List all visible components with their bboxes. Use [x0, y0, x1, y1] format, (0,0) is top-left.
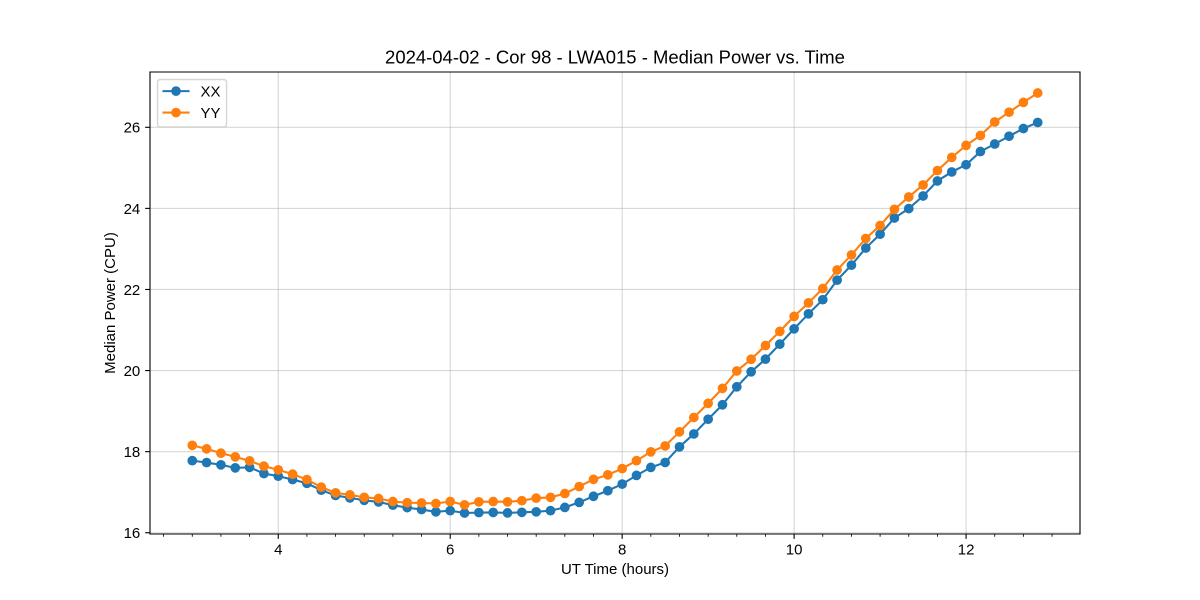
- svg-text:4: 4: [274, 542, 282, 559]
- svg-text:XX: XX: [201, 83, 221, 100]
- svg-text:YY: YY: [201, 105, 221, 122]
- svg-text:10: 10: [786, 542, 803, 559]
- svg-text:UT Time (hours): UT Time (hours): [561, 561, 669, 578]
- svg-text:24: 24: [124, 201, 141, 218]
- svg-text:8: 8: [618, 542, 626, 559]
- svg-text:20: 20: [124, 363, 141, 380]
- svg-text:Median Power (CPU): Median Power (CPU): [102, 232, 119, 374]
- svg-text:22: 22: [124, 282, 141, 299]
- svg-text:26: 26: [124, 120, 141, 137]
- svg-text:12: 12: [958, 542, 975, 559]
- svg-text:18: 18: [124, 444, 141, 461]
- svg-text:2024-04-02 - Cor 98 - LWA015 -: 2024-04-02 - Cor 98 - LWA015 - Median Po…: [385, 47, 845, 68]
- svg-text:16: 16: [124, 525, 141, 542]
- svg-text:6: 6: [446, 542, 454, 559]
